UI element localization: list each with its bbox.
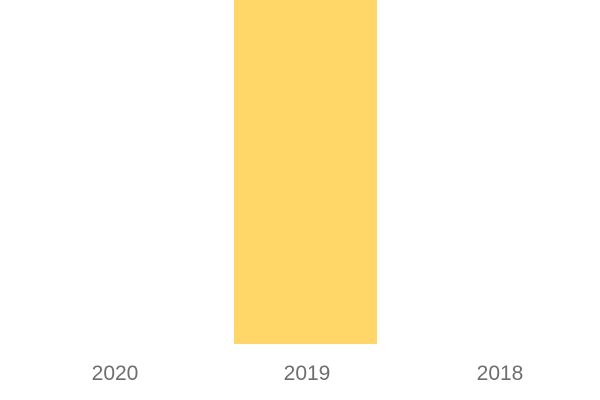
- x-axis: 2020 2019 2018: [0, 344, 600, 400]
- x-tick-2020: 2020: [91, 362, 139, 385]
- bar-2019[interactable]: [234, 0, 377, 344]
- plot-area: [234, 0, 377, 344]
- x-tick-2018: 2018: [476, 362, 524, 385]
- x-tick-2019: 2019: [283, 362, 331, 385]
